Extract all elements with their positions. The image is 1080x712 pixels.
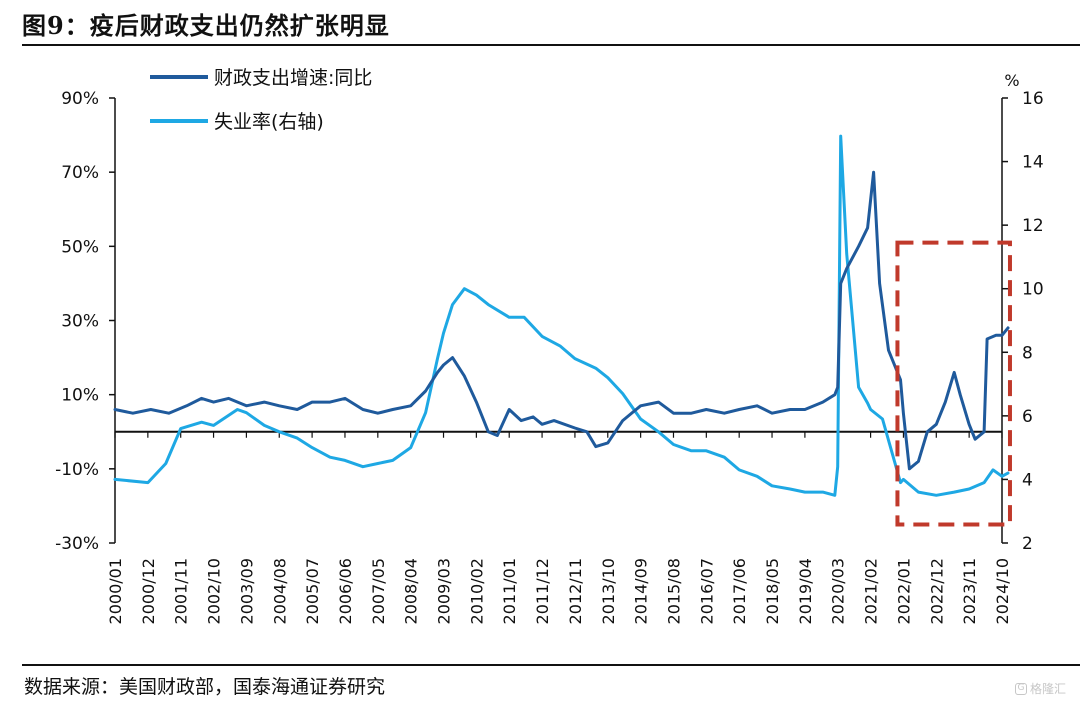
- x-tick-label: 2019/04: [796, 558, 815, 624]
- right-tick-label: 4: [1022, 470, 1033, 490]
- x-tick-label: 2023/11: [960, 558, 979, 624]
- left-tick-label: 10%: [61, 386, 99, 406]
- right-tick-label: 8: [1022, 343, 1033, 363]
- x-tick-label: 2020/03: [829, 558, 848, 624]
- left-tick-label: 70%: [61, 163, 99, 183]
- x-tick-label: 2018/05: [763, 558, 782, 624]
- x-tick-label: 2017/06: [730, 558, 749, 624]
- x-tick-label: 2012/11: [566, 558, 585, 624]
- right-tick-label: 2: [1022, 534, 1033, 554]
- x-tick-label: 2009/03: [435, 558, 454, 624]
- x-tick-label: 2024/10: [993, 558, 1012, 624]
- x-tick-label: 2003/09: [237, 558, 256, 624]
- x-tick-label: 2022/12: [927, 558, 946, 624]
- watermark-icon: G: [1014, 682, 1027, 695]
- series-line-fiscal-spending: [113, 170, 1010, 471]
- figure-title: 图9：疫后财政支出仍然扩张明显: [22, 11, 390, 40]
- left-tick-label: 50%: [61, 237, 99, 257]
- right-tick-label: 16: [1022, 89, 1044, 109]
- x-tick-label: 2010/02: [467, 558, 486, 624]
- title-rule: [22, 44, 1080, 46]
- x-tick-label: 2016/07: [697, 558, 716, 624]
- x-tick-label: 2002/10: [205, 558, 224, 624]
- x-tick-label: 2014/09: [632, 558, 651, 624]
- left-tick-label: -30%: [55, 534, 99, 554]
- x-tick-label: 2004/08: [270, 558, 289, 624]
- x-tick-label: 2011/01: [500, 558, 519, 624]
- x-tick-label: 2015/08: [664, 558, 683, 624]
- x-tick-label: 2006/06: [336, 558, 355, 624]
- x-tick-label: 2008/04: [402, 558, 421, 624]
- x-tick-label: 2007/05: [369, 558, 388, 624]
- left-tick-label: -10%: [55, 460, 99, 480]
- x-tick-label: 2001/11: [172, 558, 191, 624]
- right-tick-label: 6: [1022, 407, 1033, 427]
- left-tick-label: 90%: [61, 89, 99, 109]
- x-tick-label: 2000/12: [139, 558, 158, 624]
- x-tick-label: 2000/01: [106, 558, 125, 624]
- legend-label-fiscal-spending: 财政支出增速:同比: [214, 67, 372, 89]
- chart: 90% 70% 50% 30% 10% -10% -30% 16 14 12 10 8 6 4 2% 20…: [55, 67, 1044, 624]
- series-line-unemployment: [113, 134, 1010, 497]
- x-tick-label: 2013/10: [599, 558, 618, 624]
- x-tick-label: 2005/07: [303, 558, 322, 624]
- source-rule: [22, 664, 1080, 666]
- left-tick-label: 30%: [61, 312, 99, 332]
- x-tick-label: 2011/12: [533, 558, 552, 624]
- watermark-text: 格隆汇: [1029, 682, 1066, 696]
- watermark: G 格隆汇: [1014, 680, 1066, 697]
- legend-label-unemployment: 失业率(右轴): [214, 111, 324, 133]
- source-note: 数据来源：美国财政部，国泰海通证券研究: [24, 676, 386, 698]
- x-tick-label: 2022/01: [894, 558, 913, 624]
- x-tick-label: 2021/02: [862, 558, 881, 624]
- right-tick-label: 14: [1022, 153, 1044, 173]
- right-tick-label: 10: [1022, 280, 1044, 300]
- right-tick-label: 12: [1022, 216, 1044, 236]
- right-axis-unit-label: %: [1004, 71, 1019, 90]
- highlight-box: [895, 240, 1012, 527]
